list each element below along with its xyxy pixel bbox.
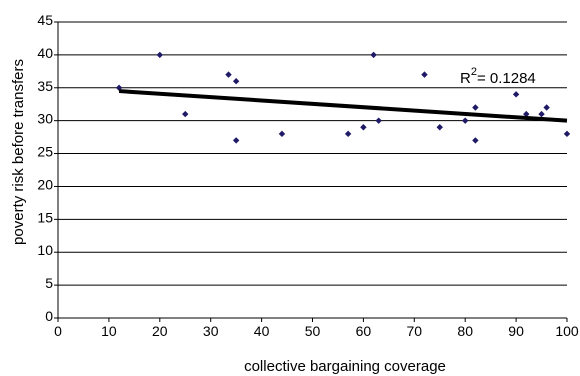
y-tick-label-10: 10 xyxy=(37,242,53,258)
x-tick-label-30: 30 xyxy=(203,323,219,339)
x-tick-label-20: 20 xyxy=(152,323,168,339)
data-point-11 xyxy=(375,117,382,124)
data-point-21 xyxy=(563,130,571,138)
data-point-7 xyxy=(278,130,286,138)
data-point-14 xyxy=(462,117,469,124)
x-axis-title: collective bargaining coverage xyxy=(244,358,446,375)
data-point-16 xyxy=(472,137,479,144)
y-tick-label-15: 15 xyxy=(37,209,53,225)
x-tick-label-100: 100 xyxy=(555,323,579,339)
data-point-5 xyxy=(232,78,240,85)
data-point-3 xyxy=(182,110,189,118)
data-point-17 xyxy=(512,91,520,98)
r-squared-prefix: R xyxy=(460,70,471,87)
y-tick-label-20: 20 xyxy=(37,176,53,192)
data-point-20 xyxy=(543,104,550,111)
x-tick-label-50: 50 xyxy=(305,323,321,339)
y-axis-title: poverty risk before transfers xyxy=(10,59,27,245)
data-point-10 xyxy=(370,51,377,59)
y-tick-label-30: 30 xyxy=(37,111,53,127)
y-tick-label-45: 45 xyxy=(37,12,53,28)
data-point-12 xyxy=(421,71,428,78)
data-point-13 xyxy=(436,124,443,131)
gridlines xyxy=(58,21,567,319)
y-tick-labels: 0 5 10 15 20 25 30 35 40 45 xyxy=(37,12,58,324)
x-tick-label-60: 60 xyxy=(356,323,372,339)
y-tick-label-40: 40 xyxy=(37,45,53,61)
data-points xyxy=(115,51,571,144)
data-point-6 xyxy=(232,137,240,144)
r-squared-value: = 0.1284 xyxy=(477,70,536,87)
y-tick-label-35: 35 xyxy=(37,78,53,94)
data-point-2 xyxy=(156,51,163,59)
axes xyxy=(57,22,567,319)
data-point-9 xyxy=(360,124,367,131)
data-point-18 xyxy=(523,110,530,118)
x-tick-label-40: 40 xyxy=(254,323,270,339)
x-tick-label-90: 90 xyxy=(508,323,524,339)
r-squared-annotation: R2= 0.1284 xyxy=(460,66,536,87)
y-tick-label-0: 0 xyxy=(45,308,53,324)
data-point-4 xyxy=(225,71,232,78)
x-tick-label-80: 80 xyxy=(457,323,473,339)
x-tick-label-0: 0 xyxy=(54,323,62,339)
x-tick-label-10: 10 xyxy=(101,323,117,339)
r-squared-superscript: 2 xyxy=(471,66,477,78)
y-tick-label-5: 5 xyxy=(45,275,53,291)
trendline xyxy=(118,89,568,123)
data-point-8 xyxy=(344,130,352,138)
x-tick-label-70: 70 xyxy=(407,323,423,339)
data-point-19 xyxy=(538,110,545,118)
x-tick-labels: 0 10 20 30 40 50 60 70 80 90 100 xyxy=(54,318,579,339)
data-point-15 xyxy=(472,104,479,111)
y-tick-label-25: 25 xyxy=(37,144,53,160)
